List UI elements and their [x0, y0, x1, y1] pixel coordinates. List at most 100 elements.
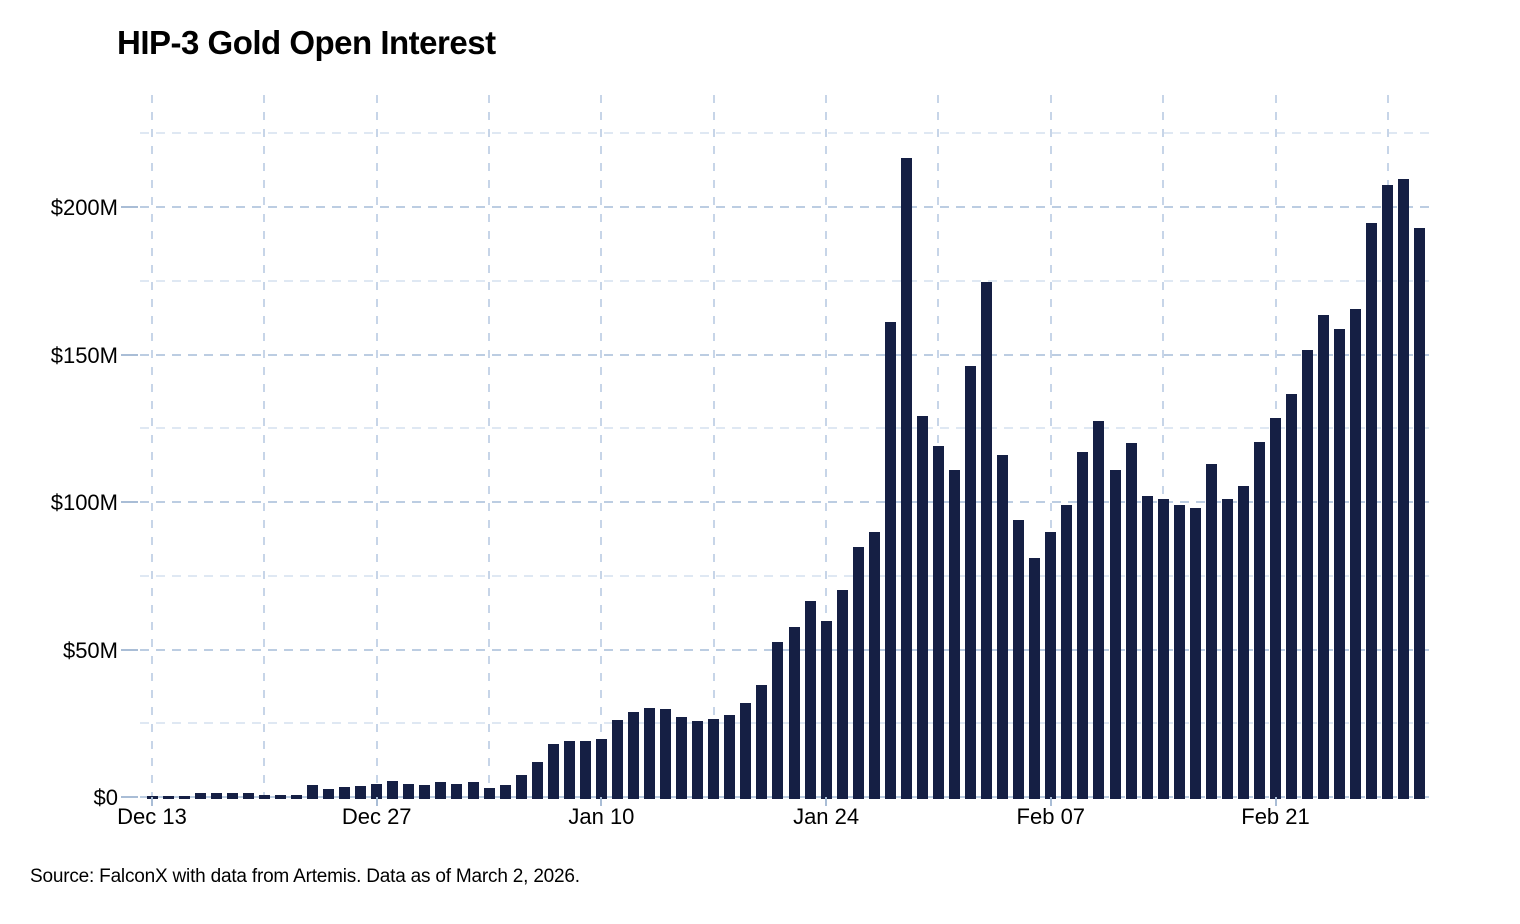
bar	[1141, 496, 1153, 799]
bar	[355, 786, 367, 799]
bar	[274, 794, 286, 799]
y-gridline-major	[140, 353, 1436, 356]
bar	[740, 703, 752, 799]
x-tick-label: Dec 27	[341, 804, 412, 829]
bar	[531, 762, 543, 799]
bar	[242, 793, 254, 799]
bar	[644, 707, 656, 799]
x-gridline	[825, 95, 828, 797]
bar	[595, 738, 607, 799]
bar	[965, 366, 977, 799]
y-axis-tick	[121, 353, 138, 356]
bar	[226, 792, 238, 799]
bar	[1189, 507, 1201, 799]
bar	[788, 626, 800, 799]
bar	[724, 715, 736, 799]
x-axis-tick	[825, 797, 828, 806]
y-gridline-minor	[140, 132, 1436, 135]
bar	[692, 720, 704, 799]
bar	[435, 781, 447, 799]
y-tick-label: $0	[93, 785, 118, 810]
bar	[868, 531, 880, 799]
bar	[1382, 184, 1394, 799]
bar	[178, 795, 190, 799]
y-axis-tick	[121, 796, 138, 798]
x-axis-tick	[1049, 797, 1052, 806]
bar	[900, 158, 912, 799]
bar	[1029, 558, 1041, 799]
bar	[1414, 227, 1426, 799]
y-gridline-minor	[140, 279, 1436, 282]
bar	[1366, 223, 1378, 799]
bar	[1173, 504, 1185, 799]
bar	[1270, 417, 1281, 799]
bar	[1205, 463, 1217, 799]
x-tick-label: Feb 07	[1016, 804, 1086, 829]
bar	[467, 781, 479, 799]
bar	[547, 743, 559, 799]
bar	[611, 720, 623, 799]
x-axis-tick	[375, 797, 378, 806]
bar	[483, 787, 495, 799]
y-axis-tick	[121, 648, 138, 651]
bar	[403, 783, 415, 799]
x-gridline	[263, 95, 266, 797]
y-gridline-major	[140, 206, 1436, 208]
bar	[884, 322, 896, 799]
x-axis-tick	[151, 797, 153, 806]
bar	[1045, 531, 1057, 799]
bar	[323, 788, 335, 799]
bar	[515, 774, 527, 799]
y-gridline-minor	[140, 722, 1436, 725]
y-gridline-minor	[140, 574, 1436, 577]
bar	[1237, 485, 1249, 799]
bar	[1350, 308, 1362, 799]
x-tick-label: Jan 24	[793, 804, 860, 829]
x-tick-label: Dec 13	[117, 804, 187, 829]
bar	[1221, 499, 1233, 799]
source-note: Source: FalconX with data from Artemis. …	[30, 866, 580, 887]
bar	[419, 784, 431, 799]
bar	[210, 792, 222, 799]
x-tick-label: Jan 10	[568, 804, 635, 829]
bar	[997, 454, 1009, 799]
bar	[1398, 178, 1410, 799]
bar	[1013, 519, 1025, 799]
bar	[1286, 394, 1298, 799]
bar	[1334, 329, 1346, 799]
bar	[708, 718, 720, 799]
x-gridline	[1049, 95, 1052, 797]
bar	[194, 792, 206, 799]
x-gridline	[375, 95, 378, 797]
bar	[1318, 314, 1330, 799]
x-gridline	[488, 95, 491, 797]
bar	[1077, 451, 1089, 799]
y-gridline-minor	[140, 427, 1436, 430]
bar	[563, 741, 575, 799]
bar	[1061, 504, 1073, 799]
bar	[1253, 441, 1265, 799]
y-tick-label: $200M	[50, 195, 118, 220]
bar	[307, 785, 318, 799]
bar	[1302, 350, 1314, 799]
bar	[949, 469, 960, 799]
x-axis-tick	[600, 797, 603, 806]
bar	[162, 795, 174, 799]
y-gridline-major	[140, 796, 1436, 798]
x-gridline	[151, 95, 153, 797]
y-gridline-major	[140, 648, 1436, 651]
bar	[804, 600, 816, 799]
bar	[371, 783, 383, 799]
bar	[836, 589, 848, 799]
bar	[756, 685, 768, 799]
bar	[676, 717, 688, 799]
bar	[628, 712, 639, 799]
bar	[981, 282, 993, 799]
bar	[499, 784, 511, 799]
x-gridline	[712, 95, 715, 797]
bar	[387, 780, 399, 799]
bar	[1157, 499, 1169, 799]
y-tick-label: $50M	[62, 637, 118, 663]
